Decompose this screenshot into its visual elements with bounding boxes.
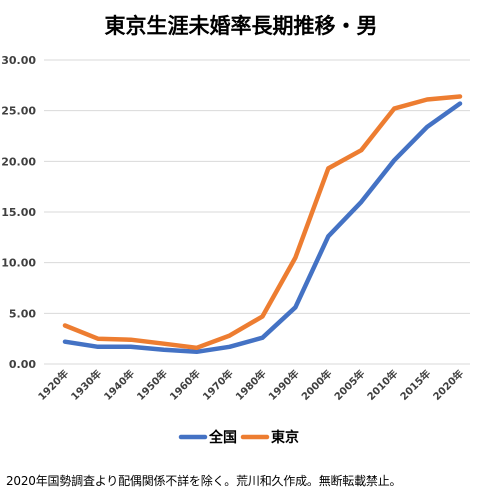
series-line-1 (62, 101, 463, 355)
y-tick-label: 15.00 (1, 206, 36, 219)
x-tick-label: 1970年 (200, 367, 236, 403)
x-tick-label: 2020年 (430, 367, 466, 403)
x-tick-label: 1990年 (266, 367, 302, 403)
x-tick-label: 2005年 (331, 367, 367, 403)
y-tick-label: 20.00 (1, 155, 36, 168)
x-tick-label: 1960年 (167, 367, 203, 403)
x-tick-label: 2015年 (397, 367, 433, 403)
series-line-2 (62, 94, 463, 351)
x-tick-label: 1950年 (134, 367, 170, 403)
legend-label-2: 東京 (271, 429, 299, 446)
y-tick-label: 5.00 (9, 307, 36, 320)
x-tick-label: 1920年 (35, 367, 71, 403)
x-tick-label: 1980年 (233, 367, 269, 403)
y-tick-label: 0.00 (9, 358, 36, 371)
x-tick-label: 1940年 (101, 367, 137, 403)
x-tick-label: 2010年 (364, 367, 400, 403)
chart-footnote: 2020年国勢調査より配偶関係不詳を除く。荒川和久作成。無断転載禁止。 (6, 474, 402, 488)
y-tick-label: 25.00 (1, 105, 36, 118)
x-tick-label: 2000年 (299, 367, 335, 403)
y-tick-label: 30.00 (1, 54, 36, 67)
y-tick-label: 10.00 (1, 257, 36, 270)
legend-label-1: 全国 (208, 429, 237, 446)
chart-title: 東京生涯未婚率長期推移・男 (105, 14, 378, 38)
x-tick-label: 1930年 (68, 367, 104, 403)
